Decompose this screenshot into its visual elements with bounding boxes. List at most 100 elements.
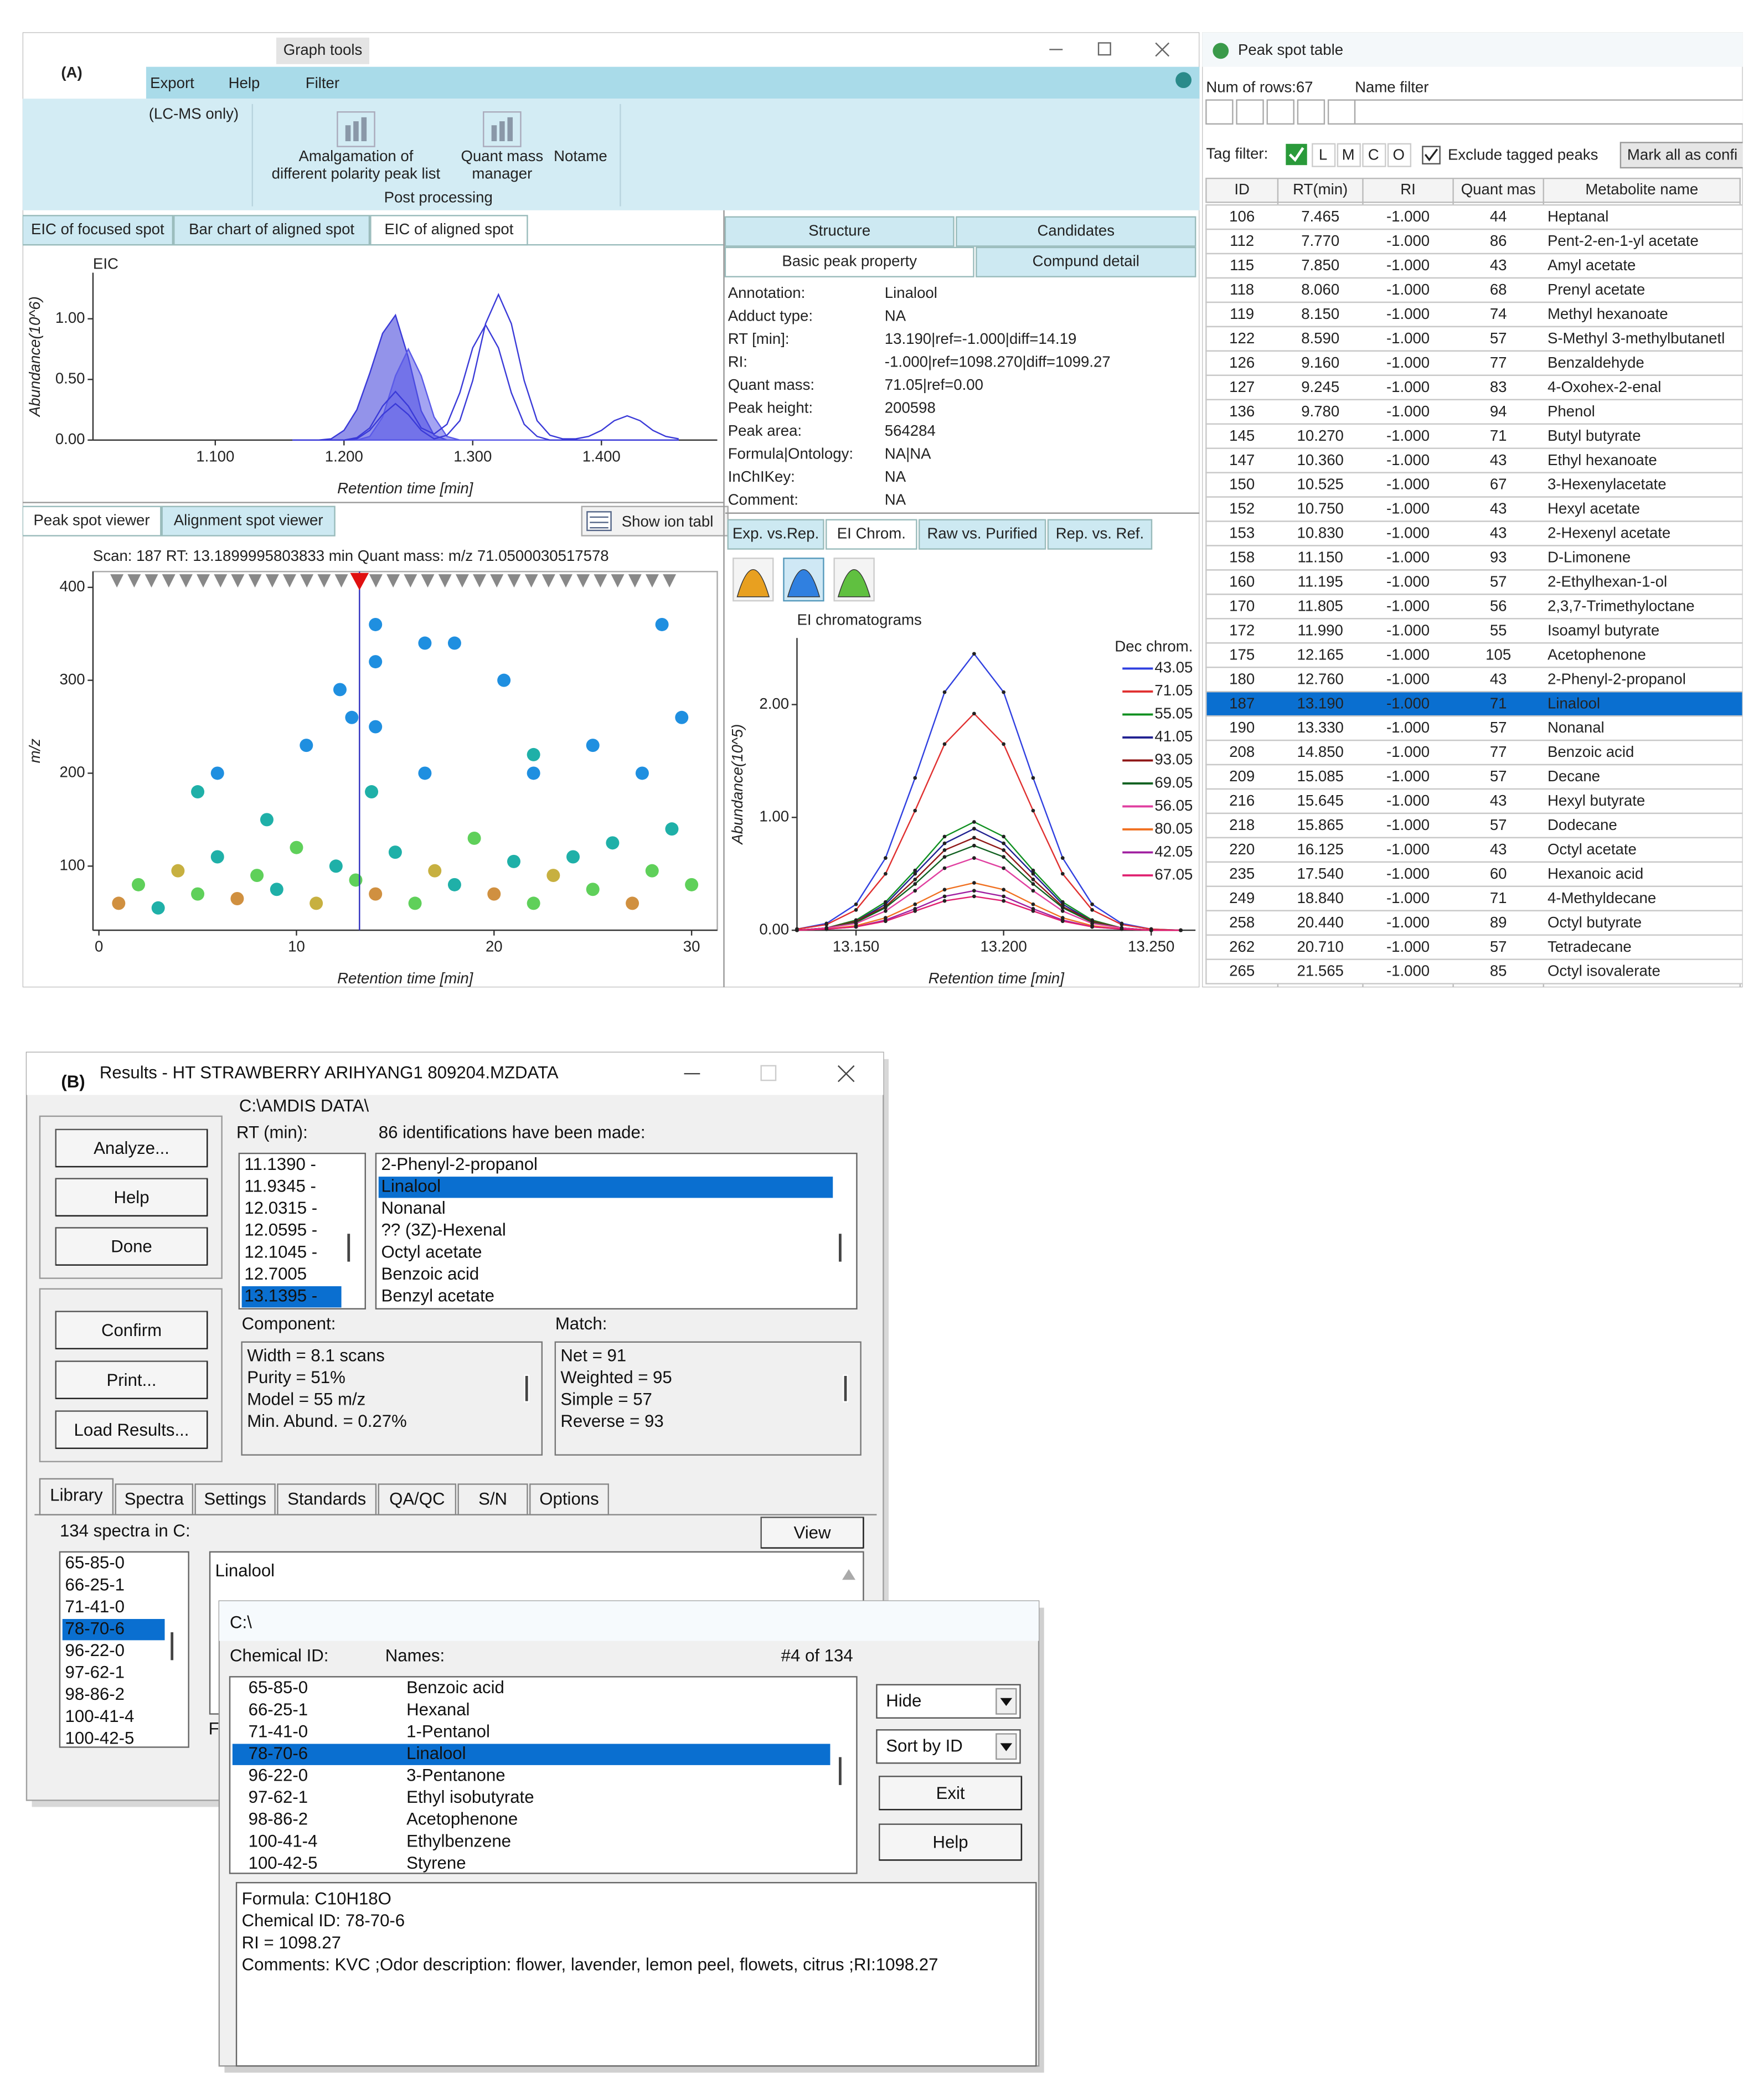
[object SVGGElement] — [837, 1756, 843, 1787]
list-item: Benzyl acetate — [381, 1286, 494, 1305]
list-box[interactable] — [59, 1551, 189, 1748]
button[interactable] — [760, 1517, 864, 1549]
table-cell: S-Methyl 3-methylbutanetl — [1548, 329, 1725, 347]
tab[interactable] — [918, 519, 1046, 550]
tab[interactable] — [194, 1483, 276, 1515]
table-row[interactable] — [1205, 715, 1743, 741]
table-cell: Nonanal — [1548, 719, 1605, 736]
tag-checkbox[interactable] — [1286, 143, 1307, 166]
x-tick-label: 10 — [288, 938, 305, 955]
button[interactable] — [55, 1311, 208, 1349]
tab[interactable] — [457, 1483, 528, 1515]
table-cell: 43 — [1490, 500, 1507, 517]
list-item: 98-86-2 — [65, 1684, 125, 1704]
button[interactable] — [55, 1360, 208, 1399]
table-row[interactable] — [1205, 447, 1743, 473]
filter-box[interactable] — [1236, 99, 1264, 125]
tag-toggle[interactable] — [1387, 143, 1412, 167]
table-row[interactable] — [1205, 350, 1743, 377]
tab[interactable] — [727, 519, 824, 550]
list-item: 71-41-0 — [249, 1721, 308, 1741]
table-row[interactable] — [1205, 690, 1743, 717]
table-row[interactable] — [1205, 739, 1743, 766]
table-cell: 3-Hexenylacetate — [1548, 476, 1667, 493]
table-row[interactable] — [1205, 837, 1743, 863]
table-row[interactable] — [1205, 642, 1743, 668]
list-box[interactable] — [229, 1676, 858, 1874]
table-row[interactable] — [1205, 885, 1743, 911]
table-row[interactable] — [1205, 667, 1743, 693]
tab[interactable] — [161, 506, 336, 537]
field-label: RT (min): — [236, 1122, 308, 1142]
table-cell: Prenyl acetate — [1548, 281, 1645, 298]
[object SVGGElement] — [524, 1374, 530, 1402]
property-value: NA — [885, 491, 906, 508]
app-icon — [1175, 72, 1192, 89]
table-row[interactable] — [1205, 788, 1743, 814]
table-cell: Hexyl butyrate — [1548, 792, 1645, 809]
filter-box[interactable] — [1266, 99, 1294, 125]
chart: 0.00 1.00 2.00 13.150 13.200 13.250 EI chromat… — [729, 611, 1196, 987]
tab[interactable] — [724, 216, 955, 247]
button[interactable] — [1619, 142, 1753, 169]
tab[interactable] — [39, 1478, 114, 1515]
table-row[interactable] — [1205, 812, 1743, 839]
spot — [586, 883, 600, 896]
filter-box[interactable] — [1297, 99, 1325, 125]
tab[interactable] — [724, 246, 974, 277]
table-row[interactable] — [1205, 910, 1743, 936]
tab[interactable] — [956, 216, 1196, 247]
line — [797, 895, 1181, 931]
table-row[interactable] — [1205, 496, 1743, 522]
point — [884, 872, 888, 876]
table-cell: 8.150 — [1301, 305, 1339, 322]
table-row[interactable] — [1205, 399, 1743, 425]
table-row[interactable] — [1205, 520, 1743, 546]
table-cell: Hexanoic acid — [1548, 865, 1643, 882]
tab[interactable] — [115, 1483, 194, 1515]
button[interactable] — [55, 1178, 208, 1217]
filter-box[interactable] — [1327, 99, 1356, 125]
button[interactable] — [55, 1227, 208, 1266]
table-cell: 71 — [1490, 889, 1507, 906]
tab[interactable] — [378, 1483, 457, 1515]
table-row[interactable] — [1205, 277, 1743, 303]
chart-title: Scan: 187 RT: 13.1899995803833 min Quant… — [93, 547, 609, 564]
table-row[interactable] — [1205, 861, 1743, 888]
tag-toggle[interactable] — [1362, 143, 1386, 167]
tab[interactable] — [976, 246, 1196, 277]
table-icon — [1213, 43, 1229, 59]
table-row[interactable] — [1205, 326, 1743, 352]
table-row[interactable] — [1205, 545, 1743, 571]
table-row[interactable] — [1205, 374, 1743, 400]
list-box[interactable] — [238, 1152, 366, 1310]
tab[interactable] — [277, 1483, 377, 1515]
tab[interactable] — [826, 519, 917, 550]
name-filter-input[interactable] — [1354, 99, 1753, 125]
table-row[interactable] — [1205, 252, 1743, 279]
property-value: 71.05|ref=0.00 — [885, 376, 983, 393]
filter-box[interactable] — [1205, 99, 1234, 125]
x-tick-label: 30 — [683, 938, 700, 955]
table-row[interactable] — [1205, 958, 1743, 984]
tag-toggle[interactable] — [1312, 143, 1336, 167]
table-row[interactable] — [1205, 301, 1743, 328]
tag-toggle[interactable] — [1337, 143, 1361, 167]
table-row[interactable] — [1205, 934, 1743, 960]
ribbon-tab[interactable] — [276, 37, 369, 64]
table-row[interactable] — [1205, 569, 1743, 595]
table-cell: 122 — [1229, 329, 1255, 347]
button[interactable] — [879, 1823, 1023, 1861]
tab[interactable] — [1047, 519, 1153, 550]
button[interactable] — [55, 1410, 208, 1449]
table-row[interactable] — [1205, 764, 1743, 790]
table-row[interactable] — [1205, 618, 1743, 644]
table-cell: 43 — [1490, 524, 1507, 542]
tab[interactable] — [22, 506, 162, 537]
table-row[interactable] — [1205, 423, 1743, 449]
table-row[interactable] — [1205, 472, 1743, 498]
table-row[interactable] — [1205, 204, 1743, 230]
point — [972, 836, 976, 840]
spot — [369, 617, 383, 631]
tab[interactable] — [529, 1483, 609, 1515]
